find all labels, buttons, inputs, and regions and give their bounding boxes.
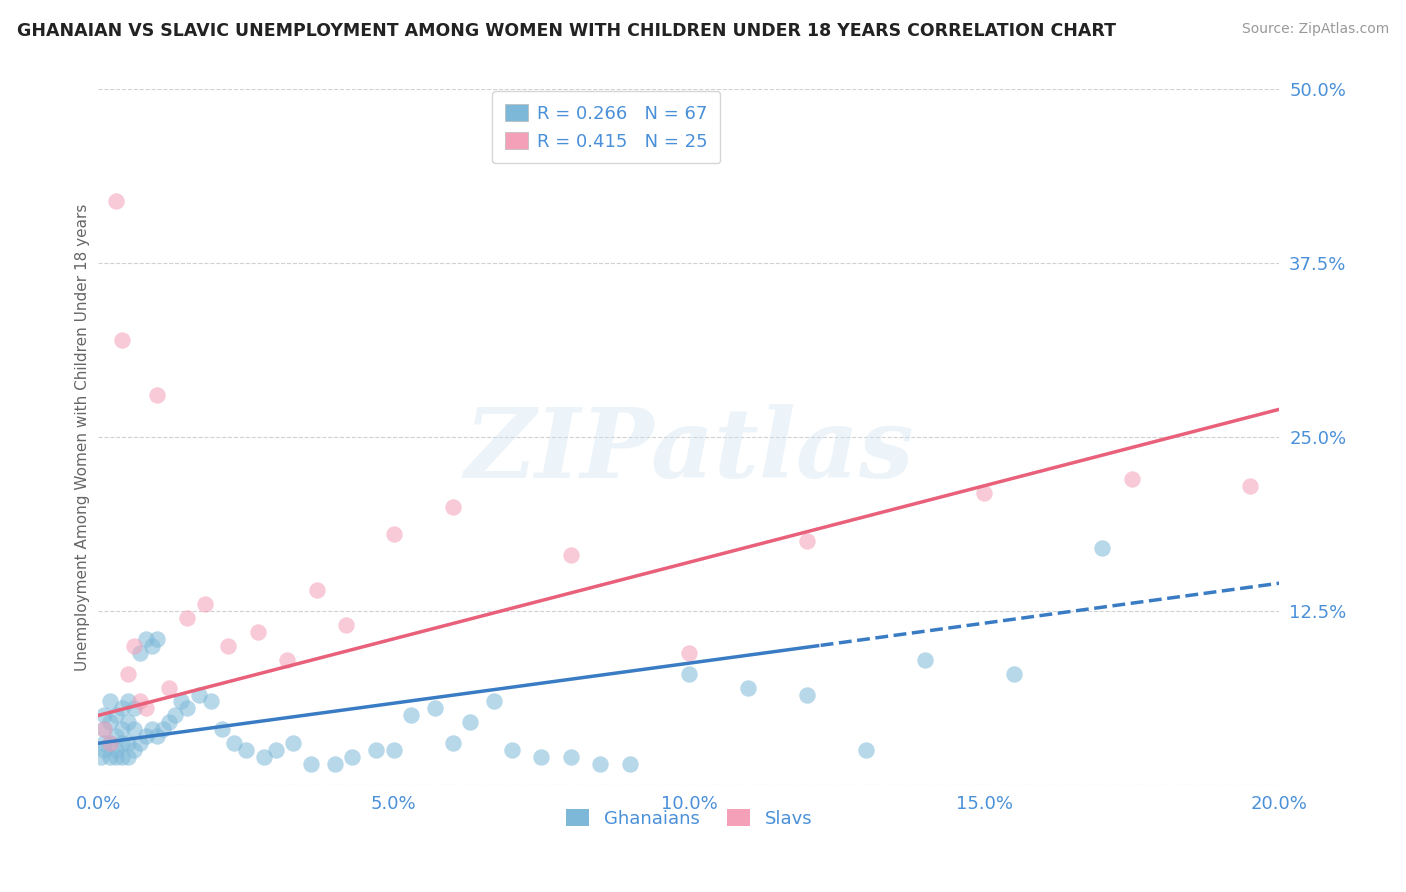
- Point: [98, 736, 121, 750]
- Point: [105, 729, 128, 743]
- Point: [264, 743, 287, 757]
- Point: [117, 666, 139, 681]
- Legend: Ghanaians, Slavs: Ghanaians, Slavs: [558, 802, 820, 835]
- Point: [152, 723, 174, 737]
- Point: [217, 639, 239, 653]
- Point: [157, 681, 180, 695]
- Point: [170, 694, 193, 708]
- Point: [128, 646, 150, 660]
- Point: [619, 757, 641, 772]
- Point: [105, 750, 128, 764]
- Point: [141, 723, 163, 737]
- Point: [253, 750, 276, 764]
- Point: [117, 736, 139, 750]
- Point: [460, 715, 482, 730]
- Point: [200, 694, 222, 708]
- Point: [135, 632, 157, 646]
- Point: [98, 694, 121, 708]
- Point: [105, 194, 128, 208]
- Point: [560, 750, 582, 764]
- Point: [176, 611, 198, 625]
- Point: [342, 750, 364, 764]
- Point: [441, 500, 464, 514]
- Y-axis label: Unemployment Among Women with Children Under 18 years: Unemployment Among Women with Children U…: [75, 203, 90, 671]
- Point: [93, 723, 115, 737]
- Point: [122, 743, 145, 757]
- Point: [93, 736, 115, 750]
- Point: [855, 743, 877, 757]
- Point: [973, 485, 995, 500]
- Point: [165, 708, 187, 723]
- Point: [560, 549, 582, 563]
- Point: [1239, 479, 1261, 493]
- Point: [1121, 472, 1143, 486]
- Text: GHANAIAN VS SLAVIC UNEMPLOYMENT AMONG WOMEN WITH CHILDREN UNDER 18 YEARS CORRELA: GHANAIAN VS SLAVIC UNEMPLOYMENT AMONG WO…: [17, 22, 1116, 40]
- Point: [194, 597, 217, 611]
- Text: ZIPatlas: ZIPatlas: [464, 404, 914, 498]
- Point: [146, 388, 169, 402]
- Point: [146, 632, 169, 646]
- Point: [117, 750, 139, 764]
- Point: [364, 743, 387, 757]
- Point: [401, 708, 423, 723]
- Point: [93, 708, 115, 723]
- Point: [382, 743, 405, 757]
- Point: [157, 715, 180, 730]
- Point: [796, 534, 818, 549]
- Point: [1002, 666, 1025, 681]
- Point: [117, 694, 139, 708]
- Point: [128, 736, 150, 750]
- Point: [211, 723, 233, 737]
- Point: [122, 639, 145, 653]
- Point: [93, 743, 115, 757]
- Point: [187, 688, 209, 702]
- Point: [501, 743, 523, 757]
- Point: [111, 723, 134, 737]
- Point: [111, 333, 134, 347]
- Point: [111, 736, 134, 750]
- Point: [98, 715, 121, 730]
- Point: [98, 750, 121, 764]
- Point: [117, 715, 139, 730]
- Point: [1091, 541, 1114, 556]
- Point: [90, 750, 112, 764]
- Point: [914, 653, 936, 667]
- Point: [128, 694, 150, 708]
- Point: [135, 701, 157, 715]
- Point: [335, 618, 357, 632]
- Point: [382, 527, 405, 541]
- Point: [176, 701, 198, 715]
- Point: [796, 688, 818, 702]
- Point: [305, 583, 328, 598]
- Point: [589, 757, 612, 772]
- Point: [530, 750, 553, 764]
- Point: [122, 701, 145, 715]
- Point: [141, 639, 163, 653]
- Point: [98, 736, 121, 750]
- Point: [299, 757, 322, 772]
- Point: [678, 666, 700, 681]
- Point: [482, 694, 505, 708]
- Point: [423, 701, 446, 715]
- Point: [235, 743, 257, 757]
- Point: [283, 736, 305, 750]
- Point: [135, 729, 157, 743]
- Point: [678, 646, 700, 660]
- Point: [246, 624, 269, 639]
- Point: [224, 736, 246, 750]
- Point: [146, 729, 169, 743]
- Text: Source: ZipAtlas.com: Source: ZipAtlas.com: [1241, 22, 1389, 37]
- Point: [105, 743, 128, 757]
- Point: [111, 701, 134, 715]
- Point: [93, 723, 115, 737]
- Point: [276, 653, 298, 667]
- Point: [122, 723, 145, 737]
- Point: [323, 757, 346, 772]
- Point: [105, 708, 128, 723]
- Point: [111, 750, 134, 764]
- Point: [737, 681, 759, 695]
- Point: [441, 736, 464, 750]
